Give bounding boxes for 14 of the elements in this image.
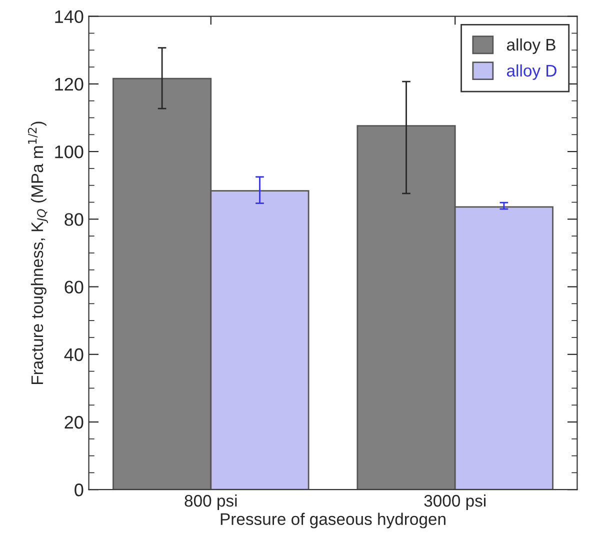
- legend-label: alloy D: [506, 64, 556, 80]
- y-axis-title: Fracture toughness, K$_{JQ}$ (MPa m$^{1/2}$): [28, 122, 48, 384]
- y-tick-label: 120: [55, 78, 84, 91]
- y-tick-label: 100: [55, 145, 84, 158]
- y-tick-label: 60: [64, 280, 84, 294]
- x-axis-title: Pressure of gaseous hydrogen: [220, 512, 446, 528]
- y-tick-label: 140: [55, 10, 84, 24]
- y-tick-label: 0: [74, 484, 84, 496]
- x-tick-label: 800 psi: [184, 494, 237, 510]
- y-tick-label: 80: [64, 213, 84, 226]
- y-tick-label: 40: [64, 348, 84, 362]
- x-tick-label: 3000 psi: [424, 494, 486, 510]
- legend-label: alloy B: [506, 38, 556, 54]
- y-tick-label: 20: [64, 416, 84, 429]
